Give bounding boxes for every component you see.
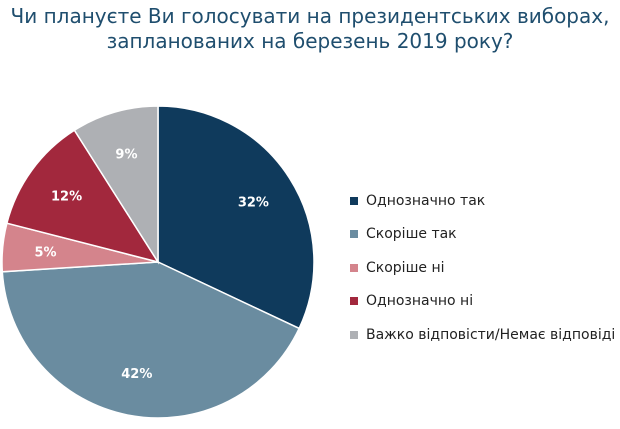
pie-slice-0 (157, 105, 315, 330)
legend-item-rather-yes: Скоріше так (350, 218, 615, 252)
chart-legend: Однозначно так Скоріше так Скоріше ні Од… (350, 184, 615, 352)
chart-title: Чи плануєте Ви голосувати на президентсь… (0, 4, 620, 54)
pie-slice-1 (1, 261, 301, 419)
legend-label: Однозначно ні (366, 293, 474, 310)
legend-label: Скоріше так (366, 226, 457, 243)
legend-item-hard-to-say: Важко відповісти/Немає відповіді (350, 318, 615, 352)
legend-label: Скоріше ні (366, 259, 445, 276)
pie-slice-3 (5, 129, 160, 264)
pie-slice-label-2: 5% (34, 245, 56, 260)
legend-swatch (350, 230, 358, 239)
chart-title-line-2: запланованих на березень 2019 року? (106, 29, 514, 53)
legend-label: Однозначно так (366, 192, 486, 209)
pie-slice-label-4: 9% (115, 147, 137, 162)
pie-slice-label-0: 32% (238, 195, 269, 210)
legend-swatch (350, 330, 358, 339)
pie-slice-label-3: 12% (51, 190, 82, 205)
legend-item-definitely-no: Однозначно ні (350, 285, 615, 319)
legend-item-rather-no: Скоріше ні (350, 251, 615, 285)
legend-label: Важко відповісти/Немає відповіді (366, 326, 616, 343)
chart-title-line-1: Чи плануєте Ви голосувати на президентсь… (10, 4, 610, 28)
legend-swatch (350, 297, 358, 306)
pie-slice-label-1: 42% (121, 367, 152, 382)
pie-slice-4 (73, 105, 159, 265)
legend-swatch (350, 263, 358, 272)
legend-swatch (350, 196, 358, 205)
legend-item-definitely-yes: Однозначно так (350, 184, 615, 218)
